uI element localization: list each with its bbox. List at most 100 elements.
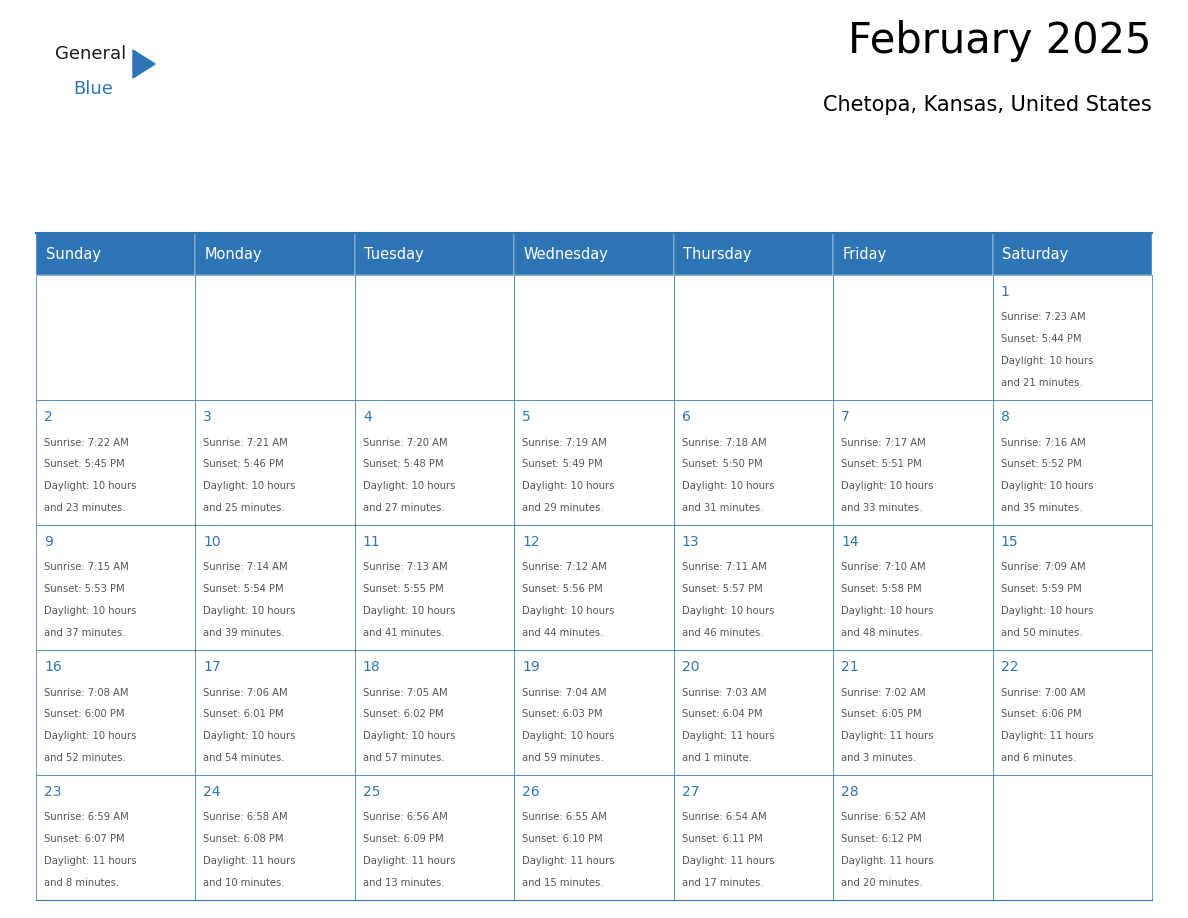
Text: and 8 minutes.: and 8 minutes. [44,879,119,888]
Text: Daylight: 10 hours: Daylight: 10 hours [203,732,296,741]
Text: Daylight: 10 hours: Daylight: 10 hours [203,606,296,616]
Text: Sunrise: 7:09 AM: Sunrise: 7:09 AM [1000,563,1085,573]
Text: 14: 14 [841,535,859,549]
Text: Sunset: 5:56 PM: Sunset: 5:56 PM [523,585,604,594]
Bar [514,525,674,650]
Text: Sunset: 6:10 PM: Sunset: 6:10 PM [523,834,602,845]
Bar [992,233,1152,275]
Text: 23: 23 [44,785,62,799]
Text: Daylight: 10 hours: Daylight: 10 hours [362,732,455,741]
Bar [355,525,514,650]
Text: Friday: Friday [842,247,887,262]
Text: Sunrise: 7:23 AM: Sunrise: 7:23 AM [1000,312,1085,322]
Bar [514,400,674,525]
Bar [36,400,196,525]
Text: Daylight: 11 hours: Daylight: 11 hours [682,732,775,741]
Text: and 54 minutes.: and 54 minutes. [203,753,285,763]
Text: 2: 2 [44,410,52,424]
Text: Sunset: 5:45 PM: Sunset: 5:45 PM [44,459,125,469]
Text: Sunrise: 7:11 AM: Sunrise: 7:11 AM [682,563,766,573]
Text: 3: 3 [203,410,213,424]
Text: 25: 25 [362,785,380,799]
Bar [514,775,674,900]
Text: Sunset: 6:09 PM: Sunset: 6:09 PM [362,834,443,845]
Text: and 10 minutes.: and 10 minutes. [203,879,285,888]
Text: Blue: Blue [72,80,113,98]
Bar [992,400,1152,525]
Text: Sunrise: 7:04 AM: Sunrise: 7:04 AM [523,688,607,698]
Text: Sunset: 5:53 PM: Sunset: 5:53 PM [44,585,125,594]
Text: Thursday: Thursday [683,247,752,262]
Text: Sunrise: 6:59 AM: Sunrise: 6:59 AM [44,812,128,823]
Bar [196,233,355,275]
Bar [674,275,833,400]
Text: Sunset: 5:57 PM: Sunset: 5:57 PM [682,585,763,594]
Bar [355,400,514,525]
Text: Tuesday: Tuesday [365,247,424,262]
Text: Sunset: 6:08 PM: Sunset: 6:08 PM [203,834,284,845]
Text: Sunrise: 7:13 AM: Sunrise: 7:13 AM [362,563,448,573]
Text: Daylight: 10 hours: Daylight: 10 hours [841,606,934,616]
Bar [196,400,355,525]
Bar [833,275,992,400]
Text: and 15 minutes.: and 15 minutes. [523,879,604,888]
Text: 6: 6 [682,410,690,424]
Text: and 39 minutes.: and 39 minutes. [203,628,285,638]
Text: Sunset: 6:07 PM: Sunset: 6:07 PM [44,834,125,845]
Text: 15: 15 [1000,535,1018,549]
Text: Sunset: 5:59 PM: Sunset: 5:59 PM [1000,585,1081,594]
Text: Sunrise: 7:17 AM: Sunrise: 7:17 AM [841,438,925,447]
Text: Daylight: 11 hours: Daylight: 11 hours [841,856,934,867]
Text: and 6 minutes.: and 6 minutes. [1000,753,1076,763]
Text: Wednesday: Wednesday [524,247,608,262]
Text: 16: 16 [44,660,62,674]
Text: 7: 7 [841,410,849,424]
Bar [36,775,196,900]
Text: Daylight: 10 hours: Daylight: 10 hours [841,481,934,491]
Bar [514,275,674,400]
Text: and 52 minutes.: and 52 minutes. [44,753,126,763]
Text: 22: 22 [1000,660,1018,674]
Bar [36,525,196,650]
Text: Monday: Monday [206,247,263,262]
Text: 19: 19 [523,660,541,674]
Text: Sunrise: 7:03 AM: Sunrise: 7:03 AM [682,688,766,698]
Text: Sunrise: 7:15 AM: Sunrise: 7:15 AM [44,563,128,573]
Text: and 29 minutes.: and 29 minutes. [523,503,604,513]
Text: Sunset: 5:58 PM: Sunset: 5:58 PM [841,585,922,594]
Text: Sunset: 6:06 PM: Sunset: 6:06 PM [1000,710,1081,720]
Text: and 13 minutes.: and 13 minutes. [362,879,444,888]
Text: Sunrise: 7:08 AM: Sunrise: 7:08 AM [44,688,128,698]
Text: and 44 minutes.: and 44 minutes. [523,628,604,638]
Bar [992,650,1152,775]
Text: 28: 28 [841,785,859,799]
Text: Daylight: 10 hours: Daylight: 10 hours [523,732,614,741]
Text: Daylight: 10 hours: Daylight: 10 hours [1000,606,1093,616]
Text: Daylight: 10 hours: Daylight: 10 hours [362,481,455,491]
Text: 24: 24 [203,785,221,799]
Text: and 31 minutes.: and 31 minutes. [682,503,763,513]
Bar [514,650,674,775]
Bar [833,775,992,900]
Text: Sunrise: 7:14 AM: Sunrise: 7:14 AM [203,563,287,573]
Text: Sunrise: 7:12 AM: Sunrise: 7:12 AM [523,563,607,573]
Text: and 50 minutes.: and 50 minutes. [1000,628,1082,638]
Text: Daylight: 10 hours: Daylight: 10 hours [1000,356,1093,366]
Text: Sunset: 6:11 PM: Sunset: 6:11 PM [682,834,763,845]
Text: Sunset: 5:52 PM: Sunset: 5:52 PM [1000,459,1081,469]
Text: Saturday: Saturday [1003,247,1068,262]
Text: and 59 minutes.: and 59 minutes. [523,753,604,763]
Text: Sunrise: 7:06 AM: Sunrise: 7:06 AM [203,688,287,698]
Text: 11: 11 [362,535,380,549]
Text: Daylight: 10 hours: Daylight: 10 hours [362,606,455,616]
Text: and 25 minutes.: and 25 minutes. [203,503,285,513]
Text: Sunset: 6:01 PM: Sunset: 6:01 PM [203,710,284,720]
Text: Daylight: 10 hours: Daylight: 10 hours [523,481,614,491]
Text: 13: 13 [682,535,700,549]
Text: and 37 minutes.: and 37 minutes. [44,628,126,638]
Text: and 46 minutes.: and 46 minutes. [682,628,763,638]
Text: 21: 21 [841,660,859,674]
Text: 20: 20 [682,660,700,674]
Text: Sunrise: 7:19 AM: Sunrise: 7:19 AM [523,438,607,447]
Text: Daylight: 10 hours: Daylight: 10 hours [523,606,614,616]
